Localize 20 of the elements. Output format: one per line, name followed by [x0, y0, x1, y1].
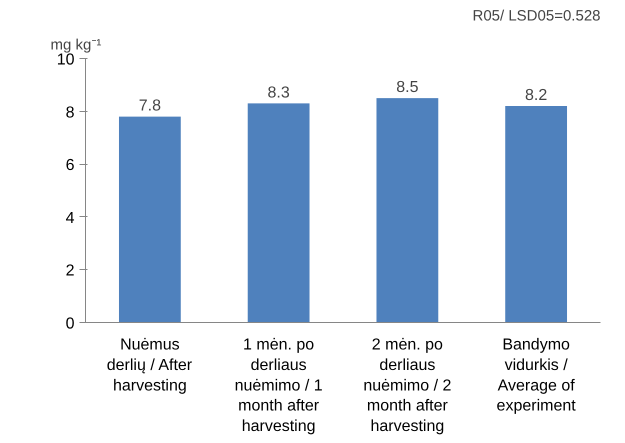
data-label: 8.2: [525, 87, 548, 104]
y-tick-label: 2: [66, 262, 75, 280]
y-tick-label: 4: [66, 210, 75, 227]
bar: [118, 116, 181, 322]
data-label: 7.8: [138, 98, 162, 115]
y-tick-label: 8: [66, 104, 75, 122]
data-label: 8.3: [268, 84, 290, 102]
x-tick-label: Bandymo vidurkis / Average of experiment: [496, 336, 576, 415]
bar: [505, 106, 568, 322]
y-tick-label: 10: [56, 52, 75, 68]
x-tick-label: Nuėmus derlių / After harvesting: [106, 336, 193, 394]
text: R05/ LSD05=0.528: [472, 8, 601, 24]
data-label: 8.5: [396, 79, 419, 96]
y-tick-label: 0: [66, 316, 75, 332]
y-axis-title: mg kg⁻¹: [50, 36, 102, 54]
bar: [248, 103, 310, 322]
x-tick-label: 1 mėn. po derliaus nuėmimo / 1 month after harvesting: [234, 336, 323, 436]
x-tick-label: 2 mėn. po derliaus nuėmimo / 2 month after harvesting: [363, 336, 452, 436]
y-tick-label: 6: [66, 157, 75, 174]
bar: [376, 98, 438, 322]
